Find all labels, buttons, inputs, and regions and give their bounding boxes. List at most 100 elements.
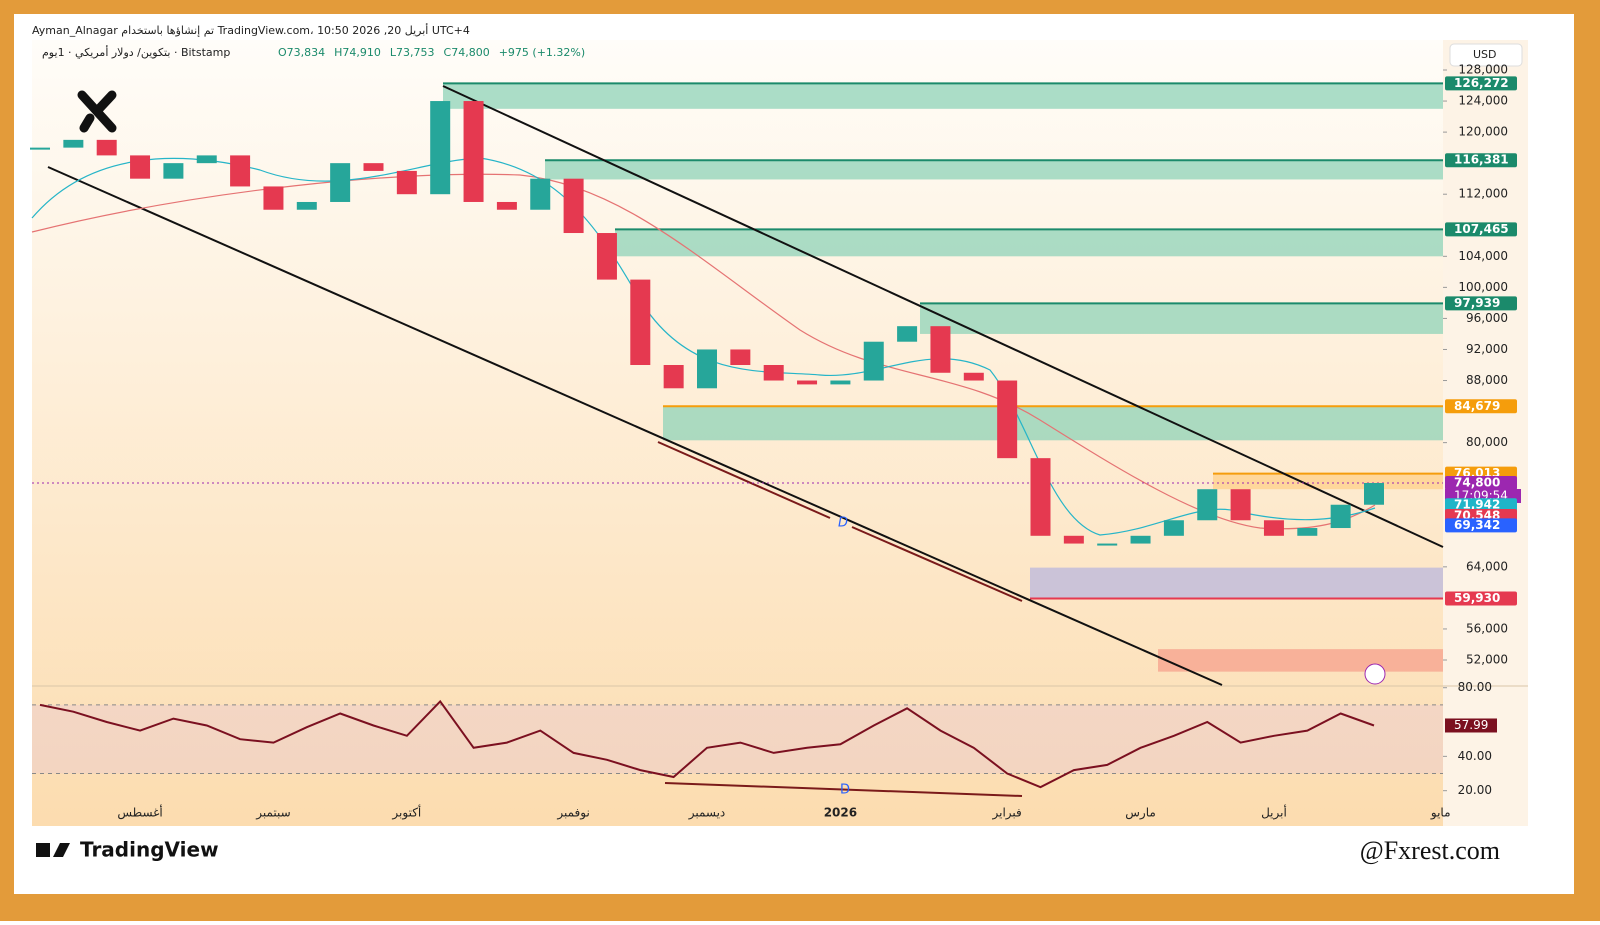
x-tick-label: أكتوبر xyxy=(391,805,421,821)
y-tick-label: 124,000 xyxy=(1458,94,1508,108)
candle xyxy=(930,326,951,373)
price-label-bg xyxy=(1445,222,1517,237)
annotation: D xyxy=(838,516,848,531)
y-tick-label: 56,000 xyxy=(1466,621,1508,635)
zone xyxy=(1158,649,1443,672)
price-label-bg xyxy=(1445,399,1517,414)
candle xyxy=(430,101,451,195)
candle xyxy=(630,279,651,365)
candle xyxy=(1130,535,1151,544)
ohlc-value: +975 (+1.32%) xyxy=(499,46,585,59)
price-axis-bg xyxy=(1443,40,1528,826)
y-tick-label: 40.00 xyxy=(1458,749,1492,763)
logo-block xyxy=(36,843,50,857)
watermark: @Fxrest.com xyxy=(1360,836,1500,865)
candle xyxy=(1163,520,1184,536)
candle xyxy=(1197,489,1218,521)
divergence-line xyxy=(657,441,831,519)
price-label-bg xyxy=(1445,153,1517,168)
candle xyxy=(1030,458,1051,536)
price-label: 59,930 xyxy=(1454,591,1500,605)
candle xyxy=(997,380,1018,459)
header-line: Ayman_Alnagar تم إنشاؤها باستخدام Tradin… xyxy=(32,23,470,37)
x-tick-label: سبتمبر xyxy=(255,806,290,821)
logo-stroke xyxy=(79,90,117,133)
y-tick-label: 112,000 xyxy=(1458,187,1508,201)
candle xyxy=(363,163,384,171)
candle xyxy=(663,364,684,389)
logo xyxy=(77,90,117,133)
candle xyxy=(897,326,918,342)
candle xyxy=(163,163,184,179)
candle xyxy=(196,155,217,164)
symbol: بتكوين/ دولار أمريكي · 1يوم · Bitstamp xyxy=(42,45,230,59)
footer-logo xyxy=(36,843,70,857)
candle xyxy=(296,201,317,210)
candle xyxy=(697,349,717,389)
divergence-line xyxy=(664,782,1023,797)
candle xyxy=(130,155,151,179)
candle xyxy=(396,170,417,195)
candle xyxy=(1297,528,1318,536)
candle xyxy=(1230,489,1251,521)
ohlc-value: C74,800 xyxy=(444,46,490,59)
zone xyxy=(663,406,1443,441)
candle xyxy=(463,101,484,202)
price-label: 126,272 xyxy=(1454,76,1509,90)
price-label-bg xyxy=(1445,498,1517,513)
y-tick-label: 52,000 xyxy=(1466,653,1508,667)
candle xyxy=(30,147,50,150)
x-tick-label: أبريل xyxy=(1261,805,1287,821)
zone xyxy=(920,303,1443,334)
moving-average xyxy=(31,173,1376,530)
candle xyxy=(230,155,251,187)
y-tick-label: 128,000 xyxy=(1458,62,1508,76)
price-label: 97,939 xyxy=(1454,296,1500,310)
price-label: 107,465 xyxy=(1454,222,1509,236)
candle xyxy=(797,380,818,385)
candle xyxy=(730,349,751,365)
candle xyxy=(863,341,884,381)
rsi-band xyxy=(32,704,1443,774)
candle xyxy=(496,201,517,210)
currency: USD xyxy=(1473,48,1497,61)
candle xyxy=(530,178,551,210)
y-tick-label: 120,000 xyxy=(1458,125,1508,139)
price-label: 69,342 xyxy=(1454,518,1500,532)
zone xyxy=(615,229,1443,257)
zone xyxy=(1213,473,1443,490)
ohlc-value: H74,910 xyxy=(334,46,381,59)
annotation: D xyxy=(840,783,850,798)
candle xyxy=(263,186,284,210)
brand: TradingView xyxy=(80,838,219,862)
alert-icon[interactable] xyxy=(1364,663,1386,685)
zone xyxy=(1030,567,1443,599)
x-tick-label: 2026 xyxy=(824,806,857,820)
y-tick-label: 92,000 xyxy=(1466,342,1508,356)
x-tick-label: مايو xyxy=(1430,806,1451,821)
candle xyxy=(1097,543,1118,546)
price-label-bg xyxy=(1445,476,1517,491)
price-label-bg xyxy=(1445,296,1517,311)
divergence-line xyxy=(851,526,1023,602)
candle xyxy=(763,364,784,381)
y-tick-label: 96,000 xyxy=(1466,311,1508,325)
candle xyxy=(96,139,117,156)
candle xyxy=(563,178,584,234)
logo-block xyxy=(53,843,70,857)
candle xyxy=(63,139,84,148)
rsi-label: 57.99 xyxy=(1454,718,1488,732)
rsi-label-bg xyxy=(1445,718,1497,733)
y-tick-label: 64,000 xyxy=(1466,559,1508,573)
ohlc-value: L73,753 xyxy=(390,46,435,59)
price-label: 74,800 xyxy=(1454,476,1500,490)
y-tick-label: 100,000 xyxy=(1458,280,1508,294)
channel-line xyxy=(442,85,1444,548)
price-label: 71,942 xyxy=(1454,498,1500,512)
candle xyxy=(596,233,617,280)
ohlc-value: O73,834 xyxy=(278,46,325,59)
y-tick-label: 80.00 xyxy=(1458,680,1492,694)
y-tick-label: 20.00 xyxy=(1458,783,1492,797)
price-label-bg xyxy=(1445,76,1517,91)
